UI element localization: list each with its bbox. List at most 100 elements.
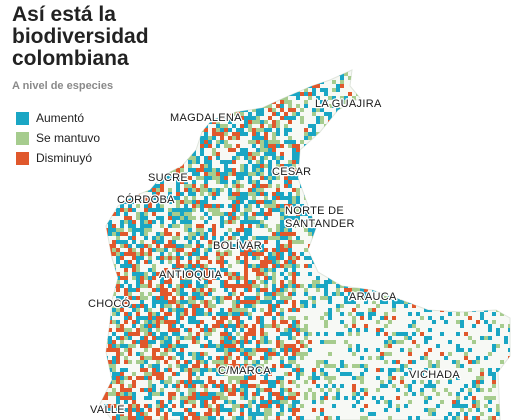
map-cell xyxy=(460,364,464,368)
map-cell xyxy=(232,100,236,104)
map-cell xyxy=(356,256,360,260)
map-cell xyxy=(120,160,124,164)
map-cell xyxy=(252,336,256,340)
map-cell xyxy=(448,220,452,224)
map-cell xyxy=(408,260,412,264)
map-cell xyxy=(100,108,104,112)
map-cell xyxy=(164,348,168,352)
map-cell xyxy=(460,388,464,392)
map-cell xyxy=(132,184,136,188)
map-cell xyxy=(220,172,224,176)
map-cell xyxy=(248,348,252,352)
map-cell xyxy=(156,248,160,252)
map-cell xyxy=(340,176,344,180)
map-cell xyxy=(140,344,144,348)
map-cell xyxy=(120,340,124,344)
map-cell xyxy=(124,280,128,284)
map-cell xyxy=(188,64,192,68)
map-cell xyxy=(256,220,260,224)
map-cell xyxy=(280,340,284,344)
map-cell xyxy=(344,324,348,328)
map-cell xyxy=(380,292,384,296)
map-cell xyxy=(312,128,316,132)
map-cell xyxy=(132,108,136,112)
map-cell xyxy=(388,100,392,104)
map-cell xyxy=(336,416,340,420)
map-cell xyxy=(120,148,124,152)
map-cell xyxy=(256,192,260,196)
map-cell xyxy=(320,192,324,196)
map-cell xyxy=(168,232,172,236)
map-cell xyxy=(252,76,256,80)
map-cell xyxy=(504,284,508,288)
map-cell xyxy=(156,204,160,208)
map-cell xyxy=(308,124,312,128)
map-cell xyxy=(256,160,260,164)
map-cell xyxy=(408,108,412,112)
map-cell xyxy=(292,144,296,148)
map-cell xyxy=(368,276,372,280)
map-cell xyxy=(424,76,428,80)
map-cell xyxy=(220,240,224,244)
map-cell xyxy=(268,88,272,92)
map-cell xyxy=(336,308,340,312)
map-cell xyxy=(412,248,416,252)
map-cell xyxy=(184,276,188,280)
map-cell xyxy=(260,188,264,192)
map-cell xyxy=(404,92,408,96)
map-cell xyxy=(168,188,172,192)
map-cell xyxy=(192,232,196,236)
map-cell xyxy=(292,152,296,156)
map-cell xyxy=(460,284,464,288)
map-cell xyxy=(384,108,388,112)
map-cell xyxy=(196,168,200,172)
map-cell xyxy=(140,364,144,368)
map-cell xyxy=(248,352,252,356)
map-cell xyxy=(108,72,112,76)
map-cell xyxy=(248,400,252,404)
map-cell xyxy=(180,92,184,96)
map-cell xyxy=(452,148,456,152)
map-cell xyxy=(244,336,248,340)
map-cell xyxy=(476,356,480,360)
map-cell xyxy=(232,392,236,396)
map-cell xyxy=(176,140,180,144)
map-cell xyxy=(244,380,248,384)
map-cell xyxy=(184,92,188,96)
map-cell xyxy=(428,136,432,140)
map-cell xyxy=(164,332,168,336)
map-cell xyxy=(316,332,320,336)
map-cell xyxy=(328,308,332,312)
map-cell xyxy=(116,400,120,404)
map-cell xyxy=(460,104,464,108)
map-cell xyxy=(108,184,112,188)
map-cell xyxy=(144,388,148,392)
map-cell xyxy=(268,180,272,184)
map-cell xyxy=(428,108,432,112)
map-cell xyxy=(200,268,204,272)
map-cell xyxy=(236,284,240,288)
map-cell xyxy=(492,168,496,172)
map-cell xyxy=(340,272,344,276)
map-cell xyxy=(248,160,252,164)
map-cell xyxy=(260,336,264,340)
map-cell xyxy=(208,304,212,308)
map-cell xyxy=(104,368,108,372)
map-cell xyxy=(496,240,500,244)
map-cell xyxy=(256,340,260,344)
map-cell xyxy=(384,176,388,180)
map-cell xyxy=(168,308,172,312)
map-cell xyxy=(136,320,140,324)
map-cell xyxy=(352,152,356,156)
map-cell xyxy=(248,316,252,320)
map-cell xyxy=(328,172,332,176)
map-cell xyxy=(116,260,120,264)
map-cell xyxy=(212,236,216,240)
map-cell xyxy=(260,172,264,176)
map-cell xyxy=(280,272,284,276)
map-cell xyxy=(340,164,344,168)
map-cell xyxy=(488,132,492,136)
map-cell xyxy=(456,172,460,176)
map-cell xyxy=(248,120,252,124)
map-cell xyxy=(168,284,172,288)
